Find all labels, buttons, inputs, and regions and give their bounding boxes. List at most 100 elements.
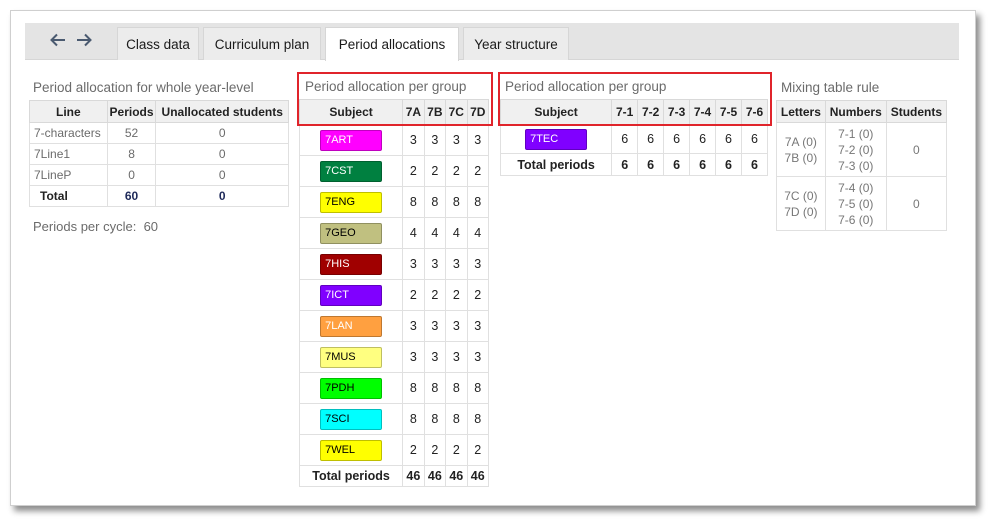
letters-cell: 7A (0) 7B (0)	[776, 122, 826, 177]
table-row: 7ICT 2 2 2 2	[298, 279, 490, 311]
whole-cell: 0	[155, 143, 289, 165]
subject-cell: 7CST	[298, 155, 404, 187]
tab-year-structure[interactable]: Year structure	[463, 27, 569, 60]
period-cell[interactable]: 8	[445, 372, 468, 404]
period-cell[interactable]: 3	[445, 248, 468, 280]
subject-chip[interactable]: 7WEL	[320, 439, 383, 461]
period-cell[interactable]: 8	[423, 372, 447, 404]
letter-item: 7A (0)	[784, 134, 817, 149]
period-cell[interactable]: 2	[402, 279, 425, 311]
subject-chip[interactable]: 7LAN	[320, 315, 383, 337]
period-cell[interactable]: 3	[466, 341, 490, 373]
period-cell[interactable]: 6	[663, 124, 691, 154]
period-cell[interactable]: 4	[402, 217, 425, 249]
subject-chip[interactable]: 7TEC	[525, 128, 588, 150]
period-cell[interactable]: 3	[423, 124, 447, 156]
period-cell[interactable]: 8	[423, 186, 447, 218]
subject-chip[interactable]: 7ICT	[320, 284, 383, 306]
period-cell[interactable]: 8	[423, 403, 447, 435]
period-cell[interactable]: 8	[466, 186, 490, 218]
table-row: 7WEL 2 2 2 2	[298, 434, 490, 466]
subject-cell: 7PDH	[298, 372, 404, 404]
subject-chip[interactable]: 7ART	[320, 129, 383, 151]
tab-class-data[interactable]: Class data	[117, 27, 199, 60]
arrow-left-icon[interactable]	[49, 30, 67, 50]
subject-chip[interactable]: 7PDH	[320, 377, 383, 399]
period-cell[interactable]: 2	[466, 279, 490, 311]
whole-header-1: Periods	[106, 100, 157, 123]
period-cell[interactable]: 8	[445, 186, 468, 218]
period-cell[interactable]: 3	[466, 248, 490, 280]
subject-chip[interactable]: 7MUS	[320, 346, 383, 368]
period-cell[interactable]: 2	[445, 279, 468, 311]
period-cell[interactable]: 8	[445, 403, 468, 435]
tab-bar: Class data Curriculum plan Period alloca…	[25, 23, 959, 61]
period-cell[interactable]: 2	[423, 434, 447, 466]
group2-total-row: Total periods 6 6 6 6 6 6	[499, 153, 769, 176]
period-cell[interactable]: 3	[423, 341, 447, 373]
period-cell[interactable]: 8	[402, 186, 425, 218]
period-cell[interactable]: 3	[402, 124, 425, 156]
history-nav	[49, 30, 93, 50]
tab-period-allocations[interactable]: Period allocations	[325, 27, 459, 61]
table-row: 7CST 2 2 2 2	[298, 155, 490, 187]
period-cell[interactable]: 2	[466, 434, 490, 466]
period-cell[interactable]: 2	[445, 434, 468, 466]
whole-total-cell: 60	[106, 185, 157, 207]
mix-header-2: Students	[885, 100, 948, 123]
total-label: Total periods	[298, 465, 404, 487]
period-cell[interactable]: 2	[402, 155, 425, 187]
subject-chip[interactable]: 7SCI	[320, 408, 383, 430]
period-cell[interactable]: 3	[466, 124, 490, 156]
subject-chip[interactable]: 7HIS	[320, 253, 383, 275]
periods-per-cycle: Periods per cycle: 60	[33, 219, 158, 234]
number-item: 7-3 (0)	[838, 158, 874, 173]
period-cell[interactable]: 2	[423, 155, 447, 187]
group2-allocation-table: Subject 7-1 7-2 7-3 7-4 7-5 7-6 7TEC 6 6 6 6 6 6 Tota…	[499, 99, 769, 176]
period-cell[interactable]: 2	[445, 155, 468, 187]
period-cell[interactable]: 8	[402, 403, 425, 435]
period-cell[interactable]: 3	[445, 310, 468, 342]
period-cell[interactable]: 4	[423, 217, 447, 249]
period-cell[interactable]: 4	[466, 217, 490, 249]
mix-header-1: Numbers	[824, 100, 887, 123]
table-row: 7TEC 6 6 6 6 6 6	[499, 124, 769, 154]
period-cell[interactable]: 6	[715, 124, 742, 154]
subject-chip[interactable]: 7GEO	[320, 222, 383, 244]
period-cell[interactable]: 6	[637, 124, 665, 154]
period-cell[interactable]: 8	[402, 372, 425, 404]
period-cell[interactable]: 3	[445, 341, 468, 373]
period-cell[interactable]: 3	[402, 341, 425, 373]
number-item: 7-5 (0)	[838, 196, 874, 211]
period-cell[interactable]: 4	[445, 217, 468, 249]
subject-chip[interactable]: 7ENG	[320, 191, 383, 213]
group1-allocation-table: Subject 7A 7B 7C 7D 7ART 3 3 3 3 7CST 2 2 2 2 7ENG 8 8 8 8…	[298, 99, 490, 487]
period-cell[interactable]: 6	[611, 124, 639, 154]
period-cell[interactable]: 6	[689, 124, 717, 154]
highlight-box-group2	[498, 72, 772, 126]
period-cell[interactable]: 2	[423, 279, 447, 311]
table-row: 7GEO 4 4 4 4	[298, 217, 490, 249]
period-cell[interactable]: 8	[466, 403, 490, 435]
tab-curriculum-plan[interactable]: Curriculum plan	[203, 27, 321, 60]
period-cell[interactable]: 2	[402, 434, 425, 466]
whole-cell: 52	[106, 122, 157, 144]
period-cell[interactable]: 8	[466, 372, 490, 404]
arrow-right-icon[interactable]	[75, 30, 93, 50]
period-cell[interactable]: 3	[445, 124, 468, 156]
period-cell[interactable]: 3	[466, 310, 490, 342]
period-cell[interactable]: 2	[466, 155, 490, 187]
whole-cell: 0	[155, 122, 289, 144]
group1-header-2: 7B	[423, 99, 447, 125]
table-row: 7MUS 3 3 3 3	[298, 341, 490, 373]
total-cell: 6	[663, 153, 691, 176]
period-cell[interactable]: 3	[423, 248, 447, 280]
number-item: 7-2 (0)	[838, 142, 874, 157]
subject-cell: 7HIS	[298, 248, 404, 280]
period-cell[interactable]: 6	[740, 124, 769, 154]
period-cell[interactable]: 3	[423, 310, 447, 342]
period-cell[interactable]: 3	[402, 310, 425, 342]
period-cell[interactable]: 3	[402, 248, 425, 280]
subject-cell: 7ENG	[298, 186, 404, 218]
subject-chip[interactable]: 7CST	[320, 160, 383, 182]
